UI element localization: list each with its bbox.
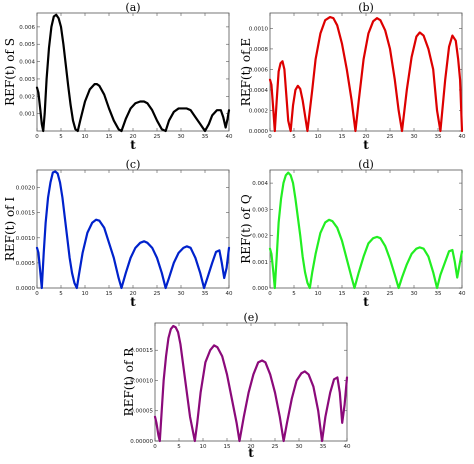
x-tick-label: 20 [363,291,370,297]
x-tick-label: 40 [226,134,233,140]
x-tick-label: 25 [154,291,161,297]
panel-b: (b) REF(t) of E t 0 5 10 15 20 25 30 35 40 0.0000 0.0… [239,1,466,152]
y-tick-label: 0.00005 [130,409,153,415]
panel-title: (d) [358,158,374,171]
y-tick-label: 0.000 [252,286,268,292]
panel-title: (a) [125,1,140,14]
y-tick-label: 0.0010 [249,26,269,32]
y-tick-label: 0.0004 [249,88,269,94]
x-tick-label: 30 [411,291,418,297]
y-tick-label: 0.00015 [130,348,153,354]
series-line [268,171,464,290]
x-tick-label: 30 [178,134,185,140]
panel-d: (d) REF(t) of Q t 0 5 10 15 20 25 30 35 40 0.000 0.00… [239,158,466,309]
x-tick-label: 10 [315,291,322,297]
y-tick-label: 0.00000 [130,439,153,445]
x-tick-label: 30 [178,291,185,297]
x-tick-label: 30 [411,134,418,140]
x-tick-label: 40 [344,444,351,450]
y-tick-label: 0.001 [19,112,35,118]
x-tick-label: 35 [320,444,327,450]
x-tick-label: 0 [268,134,272,140]
y-tick-label: 0.003 [252,207,268,213]
x-tick-label: 20 [248,444,255,450]
x-tick-label: 0 [153,444,157,450]
y-axis-label: REF(t) of R [122,347,136,417]
x-axis-label: t [130,138,136,152]
x-tick-label: 20 [130,134,137,140]
x-axis-label: t [248,446,254,460]
y-axis-label: REF(t) of Q [239,194,253,264]
x-tick-label: 35 [202,291,209,297]
y-axis-label: REF(t) of S [3,38,17,106]
x-tick-label: 5 [292,291,296,297]
y-tick-label: 0.0008 [249,47,269,53]
x-tick-label: 10 [315,134,322,140]
x-tick-label: 35 [435,134,442,140]
y-tick-label: 0.0010 [16,236,36,242]
panels: (a) REF(t) of S t 0 5 10 15 20 25 30 35 40 0.001 0.00… [3,1,466,460]
panel-title: (b) [358,1,374,14]
panel-title: (c) [126,158,141,171]
series-line [35,13,231,133]
x-tick-label: 25 [272,444,279,450]
x-tick-label: 25 [387,291,394,297]
x-tick-label: 10 [82,291,89,297]
y-tick-label: 0.0000 [249,129,269,135]
x-tick-label: 20 [130,291,137,297]
x-axis-label: t [363,295,369,309]
x-tick-label: 35 [202,134,209,140]
x-tick-label: 15 [106,134,113,140]
x-tick-label: 15 [224,444,231,450]
x-tick-label: 40 [459,134,466,140]
y-tick-label: 0.002 [252,234,268,240]
x-tick-label: 0 [268,291,272,297]
panel-title: (e) [243,311,258,324]
y-tick-label: 0.002 [19,94,35,100]
y-tick-label: 0.0002 [249,108,268,114]
x-tick-label: 15 [106,291,113,297]
panel-c: (c) REF(t) of I t 0 5 10 15 20 25 30 35 40 0.0000 0.0… [3,158,233,309]
y-tick-label: 0.005 [19,42,35,48]
y-tick-label: 0.0006 [249,67,269,73]
x-tick-label: 25 [154,134,161,140]
x-tick-label: 5 [177,444,181,450]
panel-a: (a) REF(t) of S t 0 5 10 15 20 25 30 35 40 0.001 0.00… [3,1,233,152]
x-tick-label: 30 [296,444,303,450]
y-tick-label: 0.0020 [16,186,36,192]
y-axis-label: REF(t) of I [3,197,17,262]
x-tick-label: 0 [35,134,39,140]
y-tick-label: 0.0015 [16,211,36,217]
y-tick-label: 0.003 [19,77,35,83]
y-tick-label: 0.0000 [16,286,36,292]
x-tick-label: 25 [387,134,394,140]
x-tick-label: 10 [82,134,89,140]
x-tick-label: 5 [59,134,63,140]
x-tick-label: 15 [339,134,346,140]
x-tick-label: 20 [363,134,370,140]
x-tick-label: 10 [200,444,207,450]
x-tick-label: 15 [339,291,346,297]
x-axis-label: t [130,295,136,309]
y-tick-label: 0.0005 [16,261,36,267]
y-tick-label: 0.004 [19,60,35,66]
y-tick-label: 0.006 [19,25,35,31]
x-tick-label: 0 [35,291,39,297]
y-tick-label: 0.00010 [130,378,153,384]
y-axis-label: REF(t) of E [239,38,253,106]
x-tick-label: 5 [292,134,296,140]
series-line [153,324,349,443]
panel-e: (e) REF(t) of R t 0 5 10 15 20 25 30 35 40 0.00000 0.… [122,311,351,460]
y-tick-label: 0.001 [252,260,268,266]
series-line [268,16,464,133]
x-tick-label: 40 [226,291,233,297]
series-line [35,170,231,290]
x-axis-label: t [363,138,369,152]
x-tick-label: 35 [435,291,442,297]
y-tick-label: 0.004 [252,181,268,187]
x-tick-label: 5 [59,291,63,297]
x-tick-label: 40 [459,291,466,297]
